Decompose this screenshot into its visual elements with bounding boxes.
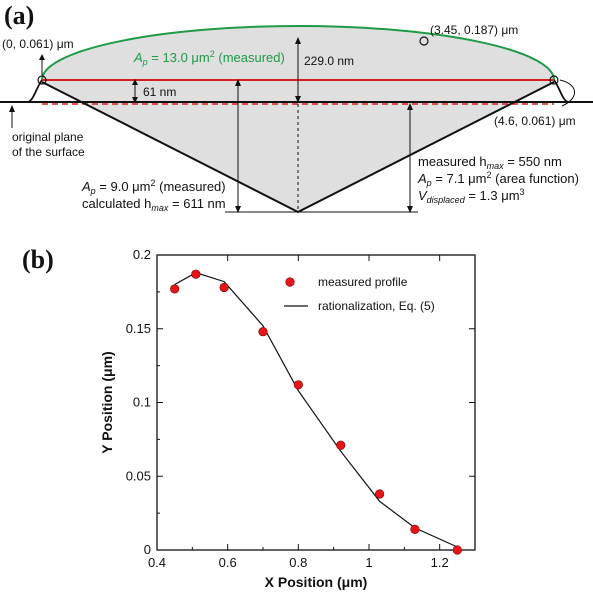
measured-point	[258, 327, 268, 337]
y-tick-label: 0.05	[126, 468, 151, 483]
rationalization-line	[174, 272, 458, 548]
point-left-label: (0, 0.061) μm	[2, 37, 74, 51]
right-ap-text: Ap = 7.1 μm2 (area function)	[417, 170, 579, 188]
panel-a-label: (a)	[4, 1, 34, 30]
profile-chart: 0.4 0.6 0.8 1 1.2 0 0.05 0.1 0.15 0.2 X Position (…	[99, 247, 476, 590]
measured-point	[293, 380, 303, 390]
height-dim-arrow-bottom	[295, 96, 301, 103]
offset-dim-arrow-bottom	[132, 97, 138, 103]
right-vdisp-text: Vdisplaced = 1.3 μm3	[418, 187, 525, 205]
offset-dim-arrow-top	[132, 79, 138, 85]
meas-hmax-arrow-bottom	[407, 206, 413, 213]
y-tick-label: 0	[144, 542, 151, 557]
ap-measured-top: Ap = 13.0 μm2 (measured)	[133, 49, 285, 67]
height-dim-arrow-top	[295, 37, 301, 44]
y-tick-label: 0.2	[133, 247, 151, 262]
legend-marker-measured	[285, 277, 295, 287]
measured-point	[191, 269, 201, 279]
left-pileup-edge	[0, 79, 43, 103]
point-left-marker	[37, 75, 47, 85]
x-tick-label: 1.2	[431, 555, 449, 570]
point-left-arrowhead	[39, 54, 45, 60]
right-pileup-edge	[553, 79, 593, 103]
x-tick-label: 0.8	[289, 555, 307, 570]
left-ap-text: Ap = 9.0 μm2 (measured)	[81, 178, 226, 196]
offset-label: 61 nm	[143, 85, 176, 99]
point-right-leader	[559, 79, 575, 107]
right-hmax-text: measured hmax = 550 nm	[418, 154, 562, 171]
point-top-marker	[419, 36, 429, 46]
measured-point	[375, 489, 385, 499]
legend-label-line: rationalization, Eq. (5)	[318, 299, 435, 313]
panel-b-label: (b)	[22, 245, 54, 274]
x-tick-label: 1	[365, 555, 372, 570]
y-tick-label: 0.1	[133, 395, 151, 410]
original-plane-label-1: original plane	[12, 130, 84, 144]
measured-profile-arc	[41, 25, 555, 81]
x-tick-label: 0.6	[219, 555, 237, 570]
measured-point	[170, 284, 180, 294]
point-right-label: (4.6, 0.061) μm	[494, 114, 576, 128]
point-right-marker	[549, 75, 559, 85]
y-tick-label: 0.15	[126, 321, 151, 336]
x-tick-label: 0.4	[148, 555, 166, 570]
measured-point	[452, 545, 462, 555]
measured-point	[219, 282, 229, 293]
y-axis-label: Y Position (μm)	[99, 351, 115, 453]
meas-hmax-arrow-top	[407, 103, 413, 110]
calc-hmax-arrow-bottom	[235, 206, 241, 213]
height-label: 229.0 nm	[304, 54, 354, 68]
legend-label-measured: measured profile	[318, 275, 408, 289]
left-hmax-text: calculated hmax = 611 nm	[82, 196, 226, 213]
x-axis-label: X Position (μm)	[265, 574, 368, 590]
calc-hmax-arrow-top	[235, 79, 241, 86]
point-top-label: (3.45, 0.187) μm	[430, 23, 518, 37]
measured-point	[336, 440, 346, 450]
original-plane-arrowhead	[9, 105, 15, 112]
measured-point	[410, 524, 420, 534]
original-plane-label-2: of the surface	[12, 145, 85, 159]
